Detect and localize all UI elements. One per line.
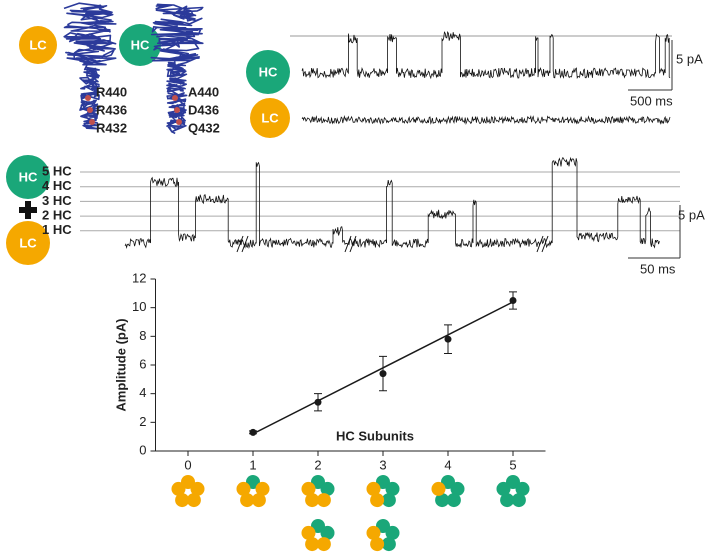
scale-label: 5 pA: [678, 207, 705, 222]
data-point: [314, 398, 322, 406]
subunit-icon: [366, 481, 381, 496]
hc-trace: [301, 31, 671, 80]
subunit-icon: [320, 481, 335, 496]
break-mark: [241, 235, 249, 253]
subunit-icon: [381, 493, 396, 508]
subunit-badge: [119, 24, 161, 66]
plus-sign: [25, 201, 31, 219]
scale-label: 5 pA: [676, 51, 703, 66]
residue: [174, 107, 180, 113]
break-mark: [236, 235, 244, 253]
x-tick-label: 1: [249, 457, 256, 472]
residue-label: R440: [96, 84, 127, 99]
subunit-icon: [240, 493, 255, 508]
subunit-icon: [431, 481, 446, 496]
x-tick-label: 4: [444, 457, 451, 472]
x-tick-label: 2: [314, 457, 321, 472]
subunit-badge: [250, 98, 290, 138]
residue-label: D436: [188, 102, 219, 117]
level-label: 1 HC: [42, 222, 72, 237]
x-tick-label: 5: [509, 457, 516, 472]
badge-label: HC: [259, 64, 278, 79]
subunit-icon: [186, 493, 201, 508]
subunit-icon: [435, 493, 450, 508]
residue-label: A440: [188, 84, 219, 99]
residue-label: Q432: [188, 120, 220, 135]
badge-label: LC: [261, 110, 279, 125]
subunit-icon: [251, 493, 266, 508]
subunit-icon: [511, 493, 526, 508]
subunit-icon: [370, 493, 385, 508]
lc-trace: [301, 114, 671, 126]
y-tick-label: 10: [132, 299, 146, 314]
y-tick-label: 4: [139, 385, 146, 400]
x-tick-label: 3: [379, 457, 386, 472]
subunit-icon: [366, 525, 381, 540]
residue-label: R432: [96, 120, 127, 135]
level-label: 2 HC: [42, 208, 72, 223]
subunit-icon: [236, 481, 251, 496]
badge-label: HC: [19, 169, 38, 184]
subunit-icon: [301, 525, 316, 540]
data-point: [509, 297, 517, 304]
subunit-icon: [381, 537, 396, 552]
subunit-icon: [301, 481, 316, 496]
subunit-icon: [320, 525, 335, 540]
subunit-icon: [370, 537, 385, 552]
level-label: 3 HC: [42, 193, 72, 208]
subunit-icon: [175, 493, 190, 508]
y-axis-label: Amplitude (pA): [113, 318, 128, 411]
subunit-badge: [6, 221, 50, 265]
subunit-badge: [246, 50, 290, 94]
subunit-icon: [515, 481, 530, 496]
y-tick-label: 12: [132, 270, 146, 285]
level-label: 5 HC: [42, 163, 72, 178]
badge-label: LC: [29, 37, 47, 52]
residue: [172, 95, 178, 101]
residue: [89, 119, 95, 125]
subunit-icon: [500, 493, 515, 508]
subunit-icon: [190, 481, 205, 496]
subunit-icon: [316, 493, 331, 508]
break-mark: [344, 235, 352, 253]
x-axis-label: HC Subunits: [336, 428, 414, 443]
y-tick-label: 0: [139, 442, 146, 457]
break-mark: [536, 235, 544, 253]
level-label: 4 HC: [42, 178, 72, 193]
subunit-icon: [496, 481, 511, 496]
badge-label: HC: [131, 37, 150, 52]
y-tick-label: 8: [139, 328, 146, 343]
subunit-badge: [19, 26, 57, 64]
residue: [85, 95, 91, 101]
break-mark: [541, 235, 549, 253]
residue: [176, 119, 182, 125]
subunit-icon: [316, 537, 331, 552]
subunit-icon: [385, 481, 400, 496]
badge-label: LC: [19, 235, 37, 250]
y-tick-label: 6: [139, 356, 146, 371]
data-point: [444, 335, 452, 343]
subunit-icon: [385, 525, 400, 540]
break-mark: [349, 235, 357, 253]
subunit-icon: [305, 537, 320, 552]
mixed-trace: [124, 156, 660, 249]
subunit-icon: [171, 481, 186, 496]
subunit-badge: [6, 155, 50, 199]
residue-label: R436: [96, 102, 127, 117]
residue: [87, 107, 93, 113]
subunit-icon: [446, 493, 461, 508]
x-tick-label: 0: [184, 457, 191, 472]
scale-label: 50 ms: [640, 261, 676, 276]
y-tick-label: 2: [139, 414, 146, 429]
subunit-icon: [450, 481, 465, 496]
scale-label: 500 ms: [630, 93, 673, 108]
subunit-icon: [305, 493, 320, 508]
data-point: [379, 370, 387, 378]
subunit-icon: [255, 481, 270, 496]
data-point: [249, 428, 257, 436]
